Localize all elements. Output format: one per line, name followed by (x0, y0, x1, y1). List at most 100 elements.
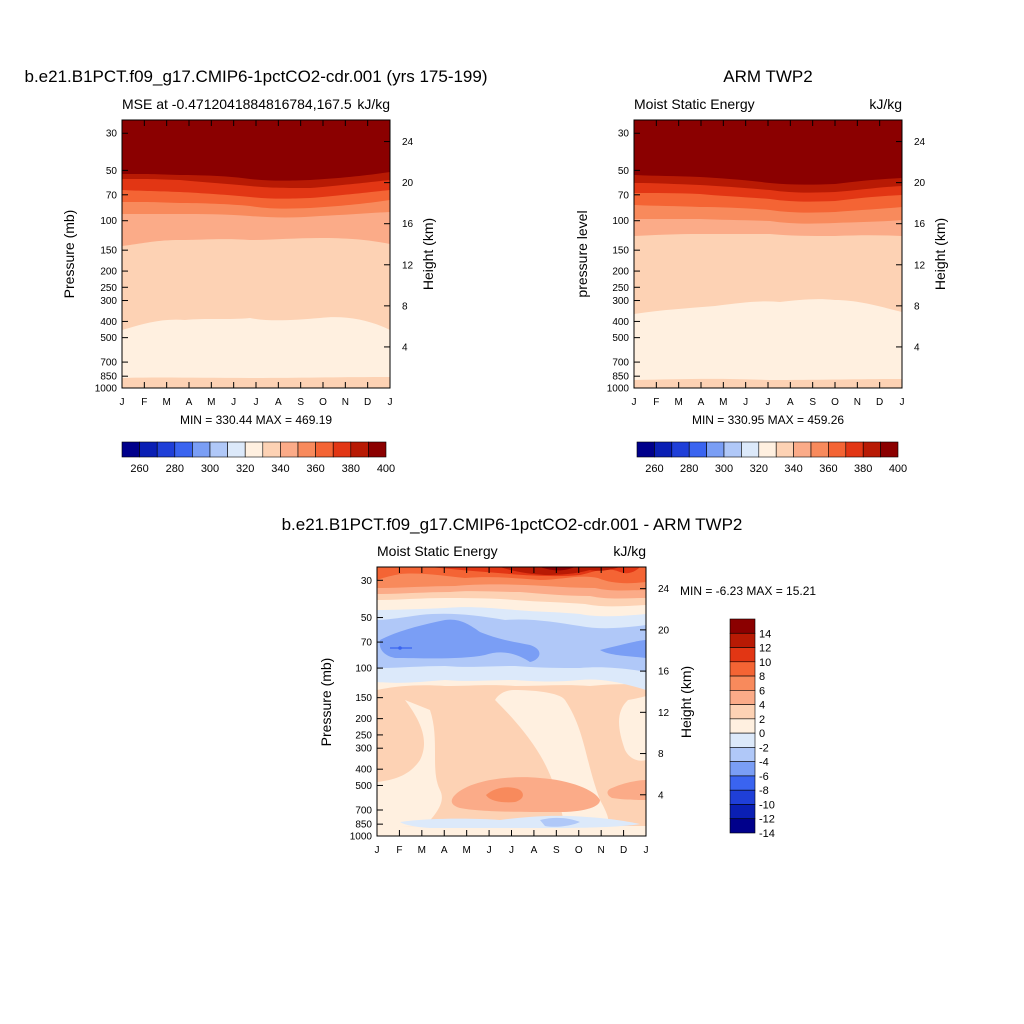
height-tick-label: 12 (402, 260, 414, 271)
pressure-tick-label: 700 (355, 805, 372, 816)
pressure-tick-label: 50 (361, 613, 373, 624)
colorbar-swatch (729, 632, 756, 648)
pressure-tick-label: 700 (612, 358, 629, 369)
colorbar-swatch (775, 441, 794, 458)
colorbar-label: -6 (759, 771, 769, 783)
month-tick-label: J (509, 845, 514, 856)
panel3-left-string: Moist Static Energy (377, 543, 498, 559)
colorbar-swatch (121, 441, 140, 458)
month-tick-label: M (674, 397, 682, 408)
colorbar-swatch (654, 441, 673, 458)
panel2-units: kJ/kg (869, 96, 902, 112)
pressure-tick-label: 50 (618, 166, 630, 177)
pressure-tick-label: 700 (100, 358, 117, 369)
colorbar-label: 320 (750, 463, 768, 475)
pressure-tick-label: 200 (100, 267, 117, 278)
panel3-contour-bands (377, 567, 646, 836)
colorbar-swatch (244, 441, 264, 458)
month-tick-label: N (854, 397, 861, 408)
height-tick-label: 24 (402, 137, 414, 148)
height-tick-label: 16 (658, 667, 670, 678)
colorbar-swatch (209, 441, 228, 458)
panel2-left-string: Moist Static Energy (634, 96, 755, 112)
pressure-tick-label: 1000 (607, 384, 630, 395)
colorbar-swatch (332, 441, 352, 458)
colorbar-label: 280 (680, 463, 698, 475)
month-tick-label: A (275, 397, 282, 408)
month-tick-label: O (831, 397, 839, 408)
month-tick-label: D (364, 397, 371, 408)
colorbar-label: 400 (377, 463, 395, 475)
pressure-tick-label: 400 (100, 317, 117, 328)
colorbar-swatch (227, 441, 246, 458)
pressure-tick-label: 250 (355, 730, 372, 741)
panel3-minmax: MIN = -6.23 MAX = 15.21 (680, 584, 816, 598)
height-tick-label: 4 (402, 342, 408, 353)
height-tick-label: 20 (914, 178, 926, 189)
pressure-tick-label: 200 (612, 267, 629, 278)
panel3-units: kJ/kg (613, 543, 646, 559)
pressure-tick-label: 70 (361, 638, 373, 649)
panel3-ylabel-right: Height (km) (678, 666, 694, 738)
height-tick-label: 8 (914, 301, 920, 312)
month-tick-label: J (644, 845, 649, 856)
colorbar-label: -10 (759, 799, 775, 811)
month-tick-label: A (698, 397, 705, 408)
panel1-main-title: b.e21.B1PCT.f09_g17.CMIP6-1pctCO2-cdr.00… (24, 67, 487, 86)
pressure-tick-label: 1000 (95, 384, 118, 395)
pressure-tick-label: 30 (618, 129, 630, 140)
panel1-units: kJ/kg (357, 96, 390, 112)
colorbar-label: 6 (759, 685, 765, 697)
colorbar-swatch (174, 441, 193, 458)
height-tick-label: 8 (402, 301, 408, 312)
panel-model: b.e21.B1PCT.f09_g17.CMIP6-1pctCO2-cdr.00… (24, 67, 487, 475)
panel3-ylabel: Pressure (mb) (318, 658, 334, 747)
colorbar-label: 320 (236, 463, 254, 475)
panel2-contour-bands (634, 120, 902, 388)
colorbar-swatch (192, 441, 211, 458)
month-tick-label: N (598, 845, 605, 856)
pressure-tick-label: 500 (100, 333, 117, 344)
colorbar-swatch (729, 761, 756, 777)
colorbar-label: -14 (759, 828, 775, 840)
panel2-colorbar: 260 280 300 320 340 360 380 400 (636, 441, 907, 475)
pressure-tick-label: 150 (355, 693, 372, 704)
colorbar-label: 360 (819, 463, 837, 475)
month-tick-label: J (900, 397, 905, 408)
panel1-contour-bands (122, 120, 390, 388)
colorbar-swatch (729, 818, 756, 834)
month-tick-label: J (120, 397, 125, 408)
panel1-ylabel-right: Height (km) (420, 218, 436, 290)
month-tick-label: J (487, 845, 492, 856)
month-tick-label: A (787, 397, 794, 408)
colorbar-swatch (688, 441, 707, 458)
colorbar-label: 340 (271, 463, 289, 475)
month-tick-label: J (375, 845, 380, 856)
colorbar-label: 400 (889, 463, 907, 475)
pressure-tick-label: 100 (355, 664, 372, 675)
pressure-tick-label: 850 (355, 820, 372, 831)
pressure-tick-label: 200 (355, 714, 372, 725)
pressure-tick-label: 30 (106, 129, 118, 140)
month-tick-label: J (254, 397, 259, 408)
colorbar-swatch (156, 441, 176, 458)
colorbar-swatch (729, 804, 756, 820)
colorbar-swatch (880, 441, 899, 458)
month-tick-label: F (653, 397, 659, 408)
colorbar-swatch (368, 441, 387, 458)
colorbar-label: 4 (759, 700, 765, 712)
colorbar-label: 300 (201, 463, 219, 475)
month-tick-label: J (231, 397, 236, 408)
colorbar-label: 300 (715, 463, 733, 475)
colorbar-label: 260 (130, 463, 148, 475)
month-tick-label: N (342, 397, 349, 408)
colorbar-swatch (810, 441, 829, 458)
colorbar-label: -2 (759, 742, 769, 754)
panel2-main-title: ARM TWP2 (723, 67, 812, 86)
colorbar-label: 280 (166, 463, 184, 475)
panel2-ylabel: pressure level (574, 210, 590, 297)
